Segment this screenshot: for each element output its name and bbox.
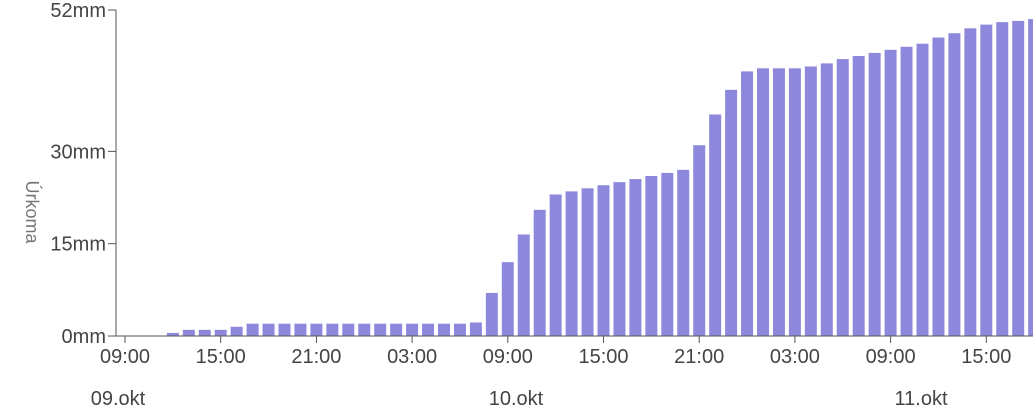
bar — [549, 194, 562, 336]
bar — [741, 71, 754, 336]
y-tick-label: 0mm — [62, 326, 106, 348]
x-tick-label: 03:00 — [387, 346, 437, 368]
bar — [916, 43, 929, 336]
x-tick-label: 09:00 — [100, 346, 150, 368]
bar — [278, 323, 291, 336]
x-tick-label: 03:00 — [770, 346, 820, 368]
bar — [246, 323, 259, 336]
bar — [422, 323, 435, 336]
y-tick-label: 52mm — [50, 0, 106, 22]
bar — [358, 323, 371, 336]
bar — [294, 323, 307, 336]
bar — [1028, 19, 1033, 337]
bar — [836, 59, 849, 336]
x-tick-label: 15:00 — [961, 346, 1011, 368]
bar — [820, 63, 833, 336]
x-tick-label: 09:00 — [483, 346, 533, 368]
x-tick-label: 15:00 — [578, 346, 628, 368]
bar — [900, 46, 913, 337]
x-tick-label: 21:00 — [674, 346, 724, 368]
bar — [757, 68, 769, 336]
bar — [533, 209, 546, 336]
bar — [374, 323, 387, 336]
bar — [581, 188, 594, 336]
bar — [932, 37, 945, 336]
bar — [852, 56, 865, 336]
bars-group — [166, 19, 1033, 337]
bar — [262, 323, 275, 336]
x-tick-label: 21:00 — [291, 346, 341, 368]
bar — [996, 22, 1009, 337]
bar — [310, 323, 323, 336]
bar — [980, 24, 993, 337]
x-tick-label: 15:00 — [196, 346, 246, 368]
bar — [709, 114, 722, 337]
bar — [390, 323, 403, 336]
y-tick-label: 15mm — [50, 234, 106, 256]
bar — [629, 179, 642, 336]
x-axis: 09:00 15:00 21:00 03:00 09:00 15:00 21:00 03:00… — [91, 335, 1033, 410]
bar — [948, 33, 961, 336]
bar — [438, 323, 450, 336]
bar — [597, 185, 610, 336]
bar — [868, 52, 881, 337]
y-tick-label: 30mm — [50, 141, 106, 163]
bar — [565, 191, 578, 336]
bar — [884, 49, 897, 336]
bar — [230, 326, 243, 336]
bar — [198, 329, 211, 336]
x-tick-label: 09:00 — [866, 346, 916, 368]
y-axis-title: Úrkoma — [22, 180, 43, 244]
bar — [214, 329, 227, 336]
bar — [964, 28, 977, 337]
bar — [342, 323, 355, 336]
bar — [788, 68, 801, 336]
bar — [182, 329, 195, 336]
bar — [166, 332, 179, 336]
bar — [645, 176, 658, 336]
bar — [661, 172, 674, 336]
bar — [725, 89, 738, 336]
day-label: 10.okt — [489, 388, 544, 410]
bar — [453, 323, 466, 336]
y-axis: 0mm 15mm 30mm 52mm — [50, 0, 117, 348]
bar — [485, 292, 498, 336]
bar — [772, 68, 785, 336]
bar — [804, 66, 817, 337]
bar — [613, 182, 626, 336]
bar — [1012, 20, 1025, 336]
bar — [517, 234, 530, 336]
bar — [326, 323, 339, 336]
bar — [469, 322, 482, 336]
day-label: 11.okt — [895, 388, 948, 410]
bar — [677, 169, 690, 336]
day-label: 09.okt — [91, 388, 146, 410]
bar — [501, 262, 514, 336]
bar — [693, 145, 706, 336]
bar — [406, 323, 419, 336]
